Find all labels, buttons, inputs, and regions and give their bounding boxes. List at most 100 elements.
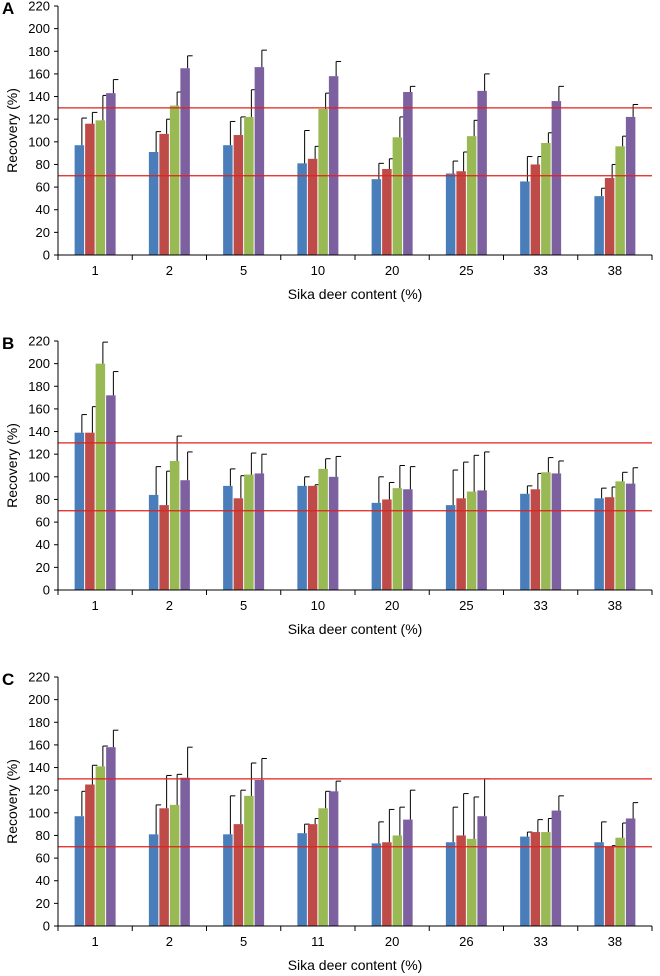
x-axis-title: Sika deer content (%) <box>288 621 423 637</box>
y-tick-label: 220 <box>28 670 50 685</box>
bar-series-2 <box>604 178 615 255</box>
bar-series-3 <box>95 363 106 590</box>
bar-series-4 <box>625 483 636 590</box>
bar-series-2 <box>530 489 541 590</box>
bar-series-4 <box>106 93 116 256</box>
bar-series-2 <box>530 164 541 255</box>
bar-series-4 <box>403 819 413 926</box>
y-tick-label: 140 <box>28 424 50 439</box>
y-tick-label: 80 <box>36 828 50 843</box>
bar-series-1 <box>371 502 382 590</box>
bar-series-2 <box>382 499 392 590</box>
bar-series-1 <box>520 181 530 255</box>
x-tick-label: 10 <box>311 598 325 613</box>
bar-series-4 <box>328 76 339 255</box>
bar-series-3 <box>541 142 551 255</box>
x-tick-label: 10 <box>311 263 325 278</box>
bar-series-2 <box>382 842 392 926</box>
x-tick-label: 20 <box>385 598 399 613</box>
y-tick-label: 200 <box>28 692 50 707</box>
bar-series-1 <box>445 842 456 926</box>
bar-series-2 <box>85 784 95 926</box>
x-tick-label: 5 <box>240 263 247 278</box>
bar-series-1 <box>297 485 307 590</box>
panel-label: C <box>2 670 14 689</box>
y-tick-label: 100 <box>28 469 50 484</box>
y-tick-label: 120 <box>28 447 50 462</box>
x-tick-label: 33 <box>533 598 547 613</box>
y-tick-label: 40 <box>36 537 50 552</box>
bar-series-2 <box>530 832 541 926</box>
bar-series-3 <box>169 105 180 255</box>
bar-series-1 <box>74 145 85 255</box>
bar-series-1 <box>148 152 159 255</box>
y-tick-label: 160 <box>28 66 50 81</box>
bar-series-3 <box>615 837 625 926</box>
bar-series-3 <box>318 468 328 590</box>
x-tick-label: 20 <box>385 934 399 949</box>
x-tick-label: 38 <box>608 598 622 613</box>
x-tick-label: 33 <box>533 263 547 278</box>
x-tick-label: 11 <box>311 934 325 949</box>
bar-series-1 <box>520 836 530 926</box>
bar-series-3 <box>318 108 328 255</box>
x-axis-title: Sika deer content (%) <box>288 286 423 302</box>
bar-series-3 <box>541 472 551 590</box>
y-tick-label: 160 <box>28 401 50 416</box>
bar-series-3 <box>392 488 403 590</box>
bar-series-1 <box>74 816 85 926</box>
x-tick-label: 2 <box>166 598 173 613</box>
bar-series-2 <box>159 505 169 590</box>
bar-series-1 <box>445 505 456 590</box>
x-axis-title: Sika deer content (%) <box>288 957 423 973</box>
x-tick-label: 38 <box>608 263 622 278</box>
x-tick-label: 5 <box>240 598 247 613</box>
y-tick-label: 60 <box>36 851 50 866</box>
bar-series-2 <box>233 135 244 255</box>
y-tick-label: 0 <box>43 583 50 598</box>
bar-series-3 <box>95 120 106 256</box>
bar-series-1 <box>223 834 233 926</box>
bar-series-3 <box>244 474 254 590</box>
bar-series-1 <box>297 833 307 926</box>
bar-series-2 <box>456 171 466 255</box>
panel-c: C 0 20 40 60 80 100 120 140 160 180 200 220 1 2 5 11 20 2… <box>2 670 653 973</box>
bar-series-2 <box>159 808 169 926</box>
y-tick-label: 100 <box>28 134 50 149</box>
y-tick-label: 40 <box>36 202 50 217</box>
y-tick-label: 220 <box>28 334 50 349</box>
bar-series-1 <box>297 163 307 255</box>
bar-series-4 <box>403 489 413 590</box>
bar-series-3 <box>466 838 477 926</box>
bar-series-3 <box>244 116 254 255</box>
bar-series-2 <box>233 824 244 926</box>
bar-series-4 <box>551 810 562 926</box>
x-tick-label: 1 <box>92 934 99 949</box>
bar-series-2 <box>307 158 318 255</box>
bar-series-1 <box>594 196 604 255</box>
y-tick-label: 140 <box>28 89 50 104</box>
bar-series-3 <box>541 832 551 926</box>
bar-series-4 <box>254 779 265 926</box>
bar-series-4 <box>551 473 562 590</box>
bar-series-1 <box>445 173 456 255</box>
bar-series-4 <box>328 791 339 926</box>
y-tick-label: 20 <box>36 225 50 240</box>
y-tick-label: 180 <box>28 44 50 59</box>
y-tick-label: 60 <box>36 180 50 195</box>
bar-series-4 <box>180 777 190 926</box>
x-tick-label: 5 <box>240 934 247 949</box>
panel-label: B <box>2 334 14 353</box>
y-tick-label: 180 <box>28 715 50 730</box>
bar-series-4 <box>180 480 190 590</box>
y-tick-label: 80 <box>36 157 50 172</box>
bar-series-4 <box>477 90 487 256</box>
bar-series-4 <box>254 473 265 590</box>
y-tick-label: 180 <box>28 379 50 394</box>
x-tick-label: 1 <box>92 598 99 613</box>
bar-series-4 <box>106 747 116 926</box>
bar-series-4 <box>551 101 562 255</box>
y-tick-label: 0 <box>43 919 50 934</box>
